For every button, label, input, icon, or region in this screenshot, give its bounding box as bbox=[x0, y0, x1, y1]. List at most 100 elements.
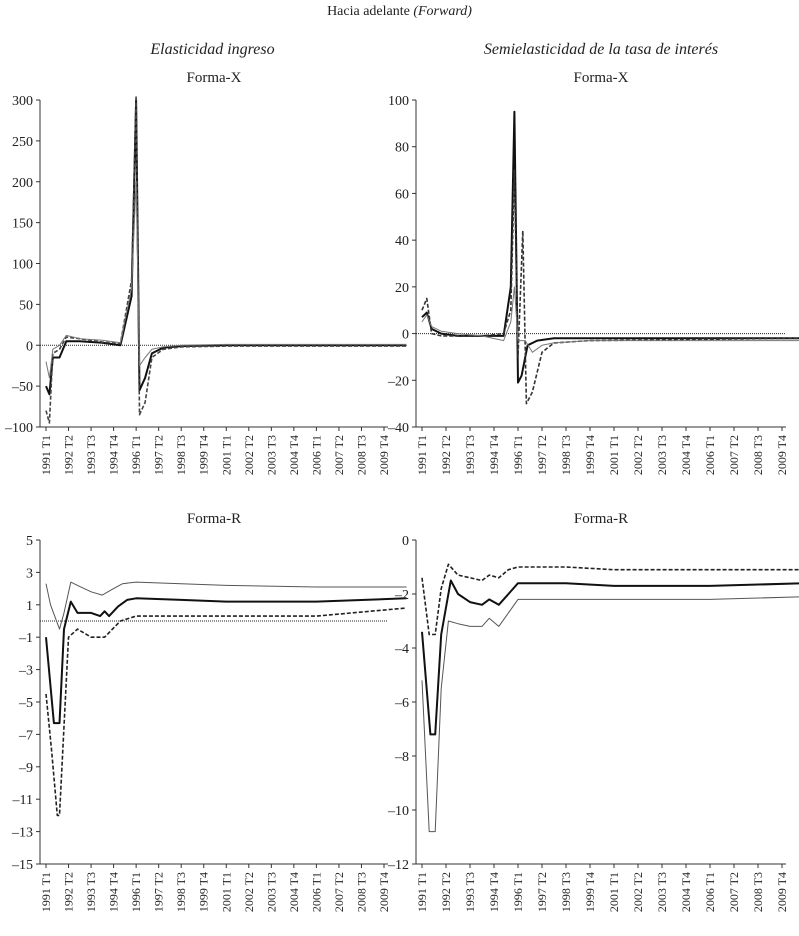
y-tick-label: 40 bbox=[395, 234, 409, 249]
x-tick-label: 1999 T4 bbox=[197, 872, 211, 912]
y-tick-label: –12 bbox=[387, 858, 409, 873]
x-tick-label: 1996 T1 bbox=[511, 872, 525, 912]
series-line-2 bbox=[45, 95, 407, 424]
x-tick-label: 2006 T1 bbox=[703, 435, 717, 475]
x-tick-label: 2006 T1 bbox=[309, 435, 323, 475]
series-line-1 bbox=[421, 110, 799, 384]
x-tick-label: 2008 T3 bbox=[354, 872, 368, 912]
x-tick-label: 1991 T1 bbox=[415, 872, 429, 912]
y-tick-label: –100 bbox=[4, 421, 33, 436]
y-tick-label: 5 bbox=[26, 534, 33, 549]
x-tick-label: 2006 T1 bbox=[309, 872, 323, 912]
column-title-left: Elasticidad ingreso bbox=[150, 41, 275, 58]
y-tick-label: 0 bbox=[402, 534, 409, 549]
x-tick-label: 1992 T2 bbox=[62, 872, 76, 912]
y-tick-label: –7 bbox=[18, 728, 33, 743]
figure-title: Hacia adelante (Forward) bbox=[0, 4, 799, 20]
y-tick-label: –1 bbox=[18, 631, 33, 646]
chart-subtitle: Forma-X bbox=[574, 70, 629, 86]
chart-panel-4: Forma-R 0 –2 –4 –6 –8 –10 –12 1991 T1 1992 T2 1993… bbox=[387, 511, 799, 912]
chart-subtitle: Forma-R bbox=[574, 511, 628, 527]
x-tick-label: 1997 T2 bbox=[535, 872, 549, 912]
x-tick-label: 2002 T2 bbox=[631, 435, 645, 475]
x-tick-label: 2004 T4 bbox=[287, 872, 301, 912]
x-tick-label: 1993 T3 bbox=[84, 872, 98, 912]
y-tick-label: 250 bbox=[12, 135, 33, 150]
x-tick-label: 2001 T1 bbox=[219, 435, 233, 475]
x-tick-label: 2004 T4 bbox=[287, 435, 301, 475]
series-line-2 bbox=[421, 563, 799, 636]
x-tick-label: 2004 T4 bbox=[679, 435, 693, 475]
y-tick-label: –5 bbox=[18, 696, 33, 711]
series-line-3 bbox=[45, 181, 407, 379]
x-tick-label: 1994 T4 bbox=[107, 872, 121, 912]
x-tick-label: 1996 T1 bbox=[511, 435, 525, 475]
x-tick-label: 1999 T4 bbox=[197, 435, 211, 475]
x-tick-label: 1999 T4 bbox=[583, 435, 597, 475]
y-tick-label: 20 bbox=[395, 281, 409, 296]
chart-subtitle: Forma-R bbox=[187, 511, 241, 527]
y-tick-label: 1 bbox=[26, 599, 33, 614]
y-tick-label: –2 bbox=[394, 588, 409, 603]
x-tick-label: 1993 T3 bbox=[84, 435, 98, 475]
x-tick-label: 2006 T1 bbox=[703, 872, 717, 912]
x-tick-label: 1993 T3 bbox=[463, 872, 477, 912]
x-tick-label: 1991 T1 bbox=[39, 435, 53, 475]
y-tick-label: –6 bbox=[394, 696, 409, 711]
x-tick-label: 2001 T1 bbox=[607, 435, 621, 475]
x-tick-label: 1992 T2 bbox=[439, 435, 453, 475]
x-tick-label: 2007 T2 bbox=[727, 435, 741, 475]
x-tick-label: 2003 T3 bbox=[264, 872, 278, 912]
x-tick-label: 1994 T4 bbox=[487, 435, 501, 475]
y-tick-label: –13 bbox=[11, 826, 33, 841]
y-tick-label: 0 bbox=[402, 328, 409, 343]
chart-panel-3: Forma-R 5 3 1 –1 –3 –5 –7 –9 –11 –13 –15 1991 T1 1992… bbox=[11, 511, 407, 912]
x-tick-label: 1991 T1 bbox=[39, 872, 53, 912]
x-tick-label: 1994 T4 bbox=[107, 435, 121, 475]
x-tick-label: 2009 T4 bbox=[377, 435, 391, 475]
y-tick-label: 150 bbox=[12, 217, 33, 232]
y-tick-label: –20 bbox=[387, 374, 409, 389]
x-tick-label: 1991 T1 bbox=[415, 435, 429, 475]
x-tick-label: 1996 T1 bbox=[129, 435, 143, 475]
x-tick-label: 1993 T3 bbox=[463, 435, 477, 475]
series-line-1 bbox=[45, 99, 407, 396]
y-tick-label: –40 bbox=[387, 421, 409, 436]
x-tick-label: 1997 T2 bbox=[152, 872, 166, 912]
x-tick-label: 1997 T2 bbox=[152, 435, 166, 475]
y-tick-label: –3 bbox=[18, 664, 33, 679]
x-tick-label: 2009 T4 bbox=[775, 872, 789, 912]
figure-title-text: Hacia adelante bbox=[327, 4, 410, 19]
y-tick-label: 100 bbox=[388, 94, 409, 109]
x-tick-label: 2007 T2 bbox=[332, 872, 346, 912]
x-tick-label: 2008 T3 bbox=[751, 435, 765, 475]
x-tick-label: 2002 T2 bbox=[242, 435, 256, 475]
figure-title-italic: (Forward) bbox=[413, 4, 472, 19]
y-tick-label: –50 bbox=[11, 380, 33, 395]
y-tick-label: 50 bbox=[19, 298, 33, 313]
x-tick-label: 2007 T2 bbox=[727, 872, 741, 912]
x-tick-label: 2002 T2 bbox=[242, 872, 256, 912]
x-tick-label: 1998 T3 bbox=[559, 872, 573, 912]
series-line-3 bbox=[421, 286, 799, 353]
series-line-3 bbox=[421, 596, 799, 833]
y-tick-label: 80 bbox=[395, 141, 409, 156]
x-tick-label: 2004 T4 bbox=[679, 872, 693, 912]
chart-panel-2: Forma-X 100 80 60 40 20 0 –20 –40 1991 T1 1992 T2 1… bbox=[387, 70, 799, 475]
x-tick-label: 2009 T4 bbox=[775, 435, 789, 475]
y-tick-label: 200 bbox=[12, 176, 33, 191]
y-tick-label: –9 bbox=[18, 761, 33, 776]
x-tick-label: 1998 T3 bbox=[174, 872, 188, 912]
series-line-1 bbox=[421, 579, 799, 736]
x-tick-label: 1996 T1 bbox=[129, 872, 143, 912]
y-tick-label: 60 bbox=[395, 187, 409, 202]
x-tick-label: 1992 T2 bbox=[62, 435, 76, 475]
x-tick-label: 2009 T4 bbox=[377, 872, 391, 912]
y-tick-label: –15 bbox=[11, 858, 33, 873]
x-tick-label: 1998 T3 bbox=[174, 435, 188, 475]
x-tick-label: 2003 T3 bbox=[655, 872, 669, 912]
x-tick-label: 2008 T3 bbox=[751, 872, 765, 912]
y-tick-label: 100 bbox=[12, 258, 33, 273]
x-tick-label: 2001 T1 bbox=[607, 872, 621, 912]
